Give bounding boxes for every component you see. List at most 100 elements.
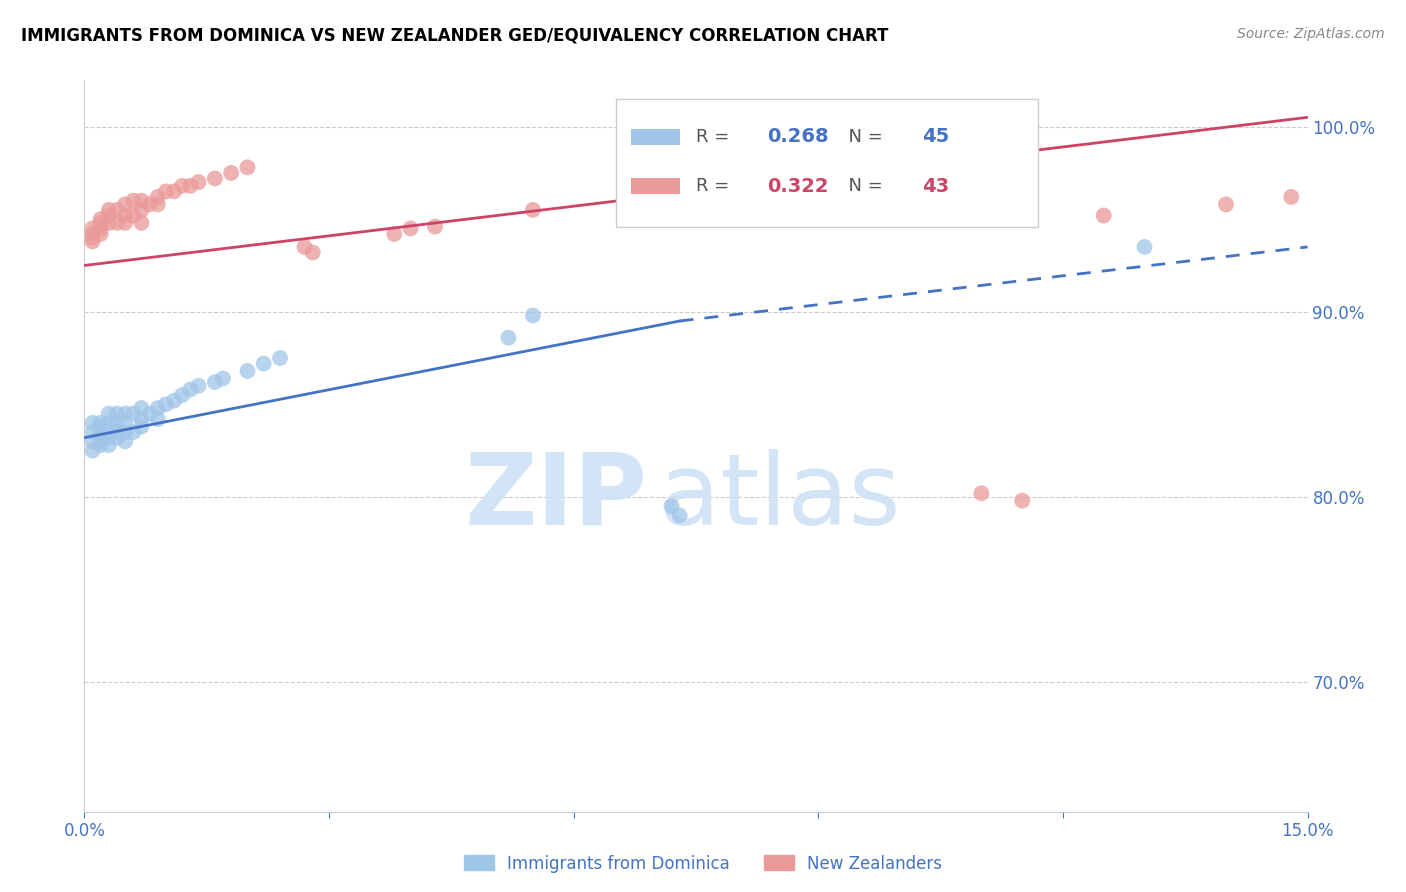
- Text: 45: 45: [922, 127, 949, 146]
- Point: [114, 216, 136, 230]
- Point: [382, 227, 405, 241]
- Text: R =: R =: [696, 128, 735, 145]
- Text: ZIP: ZIP: [464, 449, 647, 546]
- Point: [236, 161, 259, 175]
- Point: [1279, 190, 1302, 204]
- Point: [172, 178, 194, 193]
- Point: [82, 230, 104, 244]
- Point: [131, 412, 153, 426]
- Point: [82, 425, 104, 439]
- Point: [187, 175, 209, 189]
- Point: [138, 407, 160, 421]
- Point: [122, 209, 145, 223]
- Point: [105, 216, 128, 230]
- Point: [423, 219, 446, 234]
- Point: [82, 221, 104, 235]
- Point: [97, 425, 120, 439]
- Point: [122, 407, 145, 421]
- Point: [204, 171, 226, 186]
- Point: [114, 209, 136, 223]
- Point: [90, 416, 112, 430]
- Point: [1215, 197, 1237, 211]
- Point: [146, 401, 169, 415]
- Point: [90, 216, 112, 230]
- Bar: [616, 98, 1039, 227]
- Text: IMMIGRANTS FROM DOMINICA VS NEW ZEALANDER GED/EQUIVALENCY CORRELATION CHART: IMMIGRANTS FROM DOMINICA VS NEW ZEALANDE…: [21, 27, 889, 45]
- Point: [122, 194, 145, 208]
- Text: N =: N =: [837, 178, 889, 195]
- Point: [90, 425, 112, 439]
- Point: [90, 419, 112, 434]
- Point: [163, 185, 186, 199]
- Point: [146, 412, 169, 426]
- Point: [105, 202, 128, 217]
- Text: N =: N =: [837, 128, 889, 145]
- Point: [204, 375, 226, 389]
- Point: [172, 388, 194, 402]
- Text: 0.268: 0.268: [766, 127, 828, 146]
- Point: [1092, 209, 1115, 223]
- Point: [1133, 240, 1156, 254]
- Point: [105, 425, 128, 439]
- Point: [97, 216, 120, 230]
- Point: [90, 227, 112, 241]
- Text: Source: ZipAtlas.com: Source: ZipAtlas.com: [1237, 27, 1385, 41]
- Point: [498, 331, 520, 345]
- Point: [82, 235, 104, 249]
- Point: [82, 227, 104, 241]
- Point: [668, 508, 690, 523]
- Legend: Immigrants from Dominica, New Zealanders: Immigrants from Dominica, New Zealanders: [457, 848, 949, 880]
- Point: [522, 309, 544, 323]
- Point: [90, 434, 112, 449]
- Point: [522, 202, 544, 217]
- Point: [236, 364, 259, 378]
- Point: [219, 166, 242, 180]
- Point: [97, 416, 120, 430]
- Point: [146, 197, 169, 211]
- Point: [114, 197, 136, 211]
- Point: [163, 393, 186, 408]
- Point: [97, 209, 120, 223]
- Point: [97, 407, 120, 421]
- Point: [138, 197, 160, 211]
- Bar: [631, 128, 681, 145]
- Point: [122, 425, 145, 439]
- Point: [187, 379, 209, 393]
- Point: [82, 443, 104, 458]
- Point: [82, 416, 104, 430]
- Point: [661, 499, 683, 513]
- Bar: [631, 178, 681, 194]
- Point: [146, 190, 169, 204]
- Point: [212, 371, 235, 385]
- Point: [131, 216, 153, 230]
- Point: [105, 431, 128, 445]
- Point: [155, 185, 177, 199]
- Point: [114, 416, 136, 430]
- Point: [90, 221, 112, 235]
- Point: [155, 397, 177, 411]
- Point: [131, 194, 153, 208]
- Point: [114, 407, 136, 421]
- Point: [105, 407, 128, 421]
- Point: [179, 178, 201, 193]
- Point: [179, 383, 201, 397]
- Point: [90, 438, 112, 452]
- Point: [90, 212, 112, 227]
- Text: atlas: atlas: [659, 449, 901, 546]
- Point: [114, 434, 136, 449]
- Point: [97, 438, 120, 452]
- Point: [253, 357, 276, 371]
- Text: 43: 43: [922, 177, 949, 196]
- Point: [1011, 493, 1033, 508]
- Point: [269, 351, 291, 365]
- Point: [114, 425, 136, 439]
- Text: 0.322: 0.322: [766, 177, 828, 196]
- Point: [131, 202, 153, 217]
- Point: [131, 401, 153, 415]
- Point: [294, 240, 316, 254]
- Point: [97, 431, 120, 445]
- Point: [82, 434, 104, 449]
- Point: [301, 245, 323, 260]
- Point: [131, 419, 153, 434]
- Point: [97, 202, 120, 217]
